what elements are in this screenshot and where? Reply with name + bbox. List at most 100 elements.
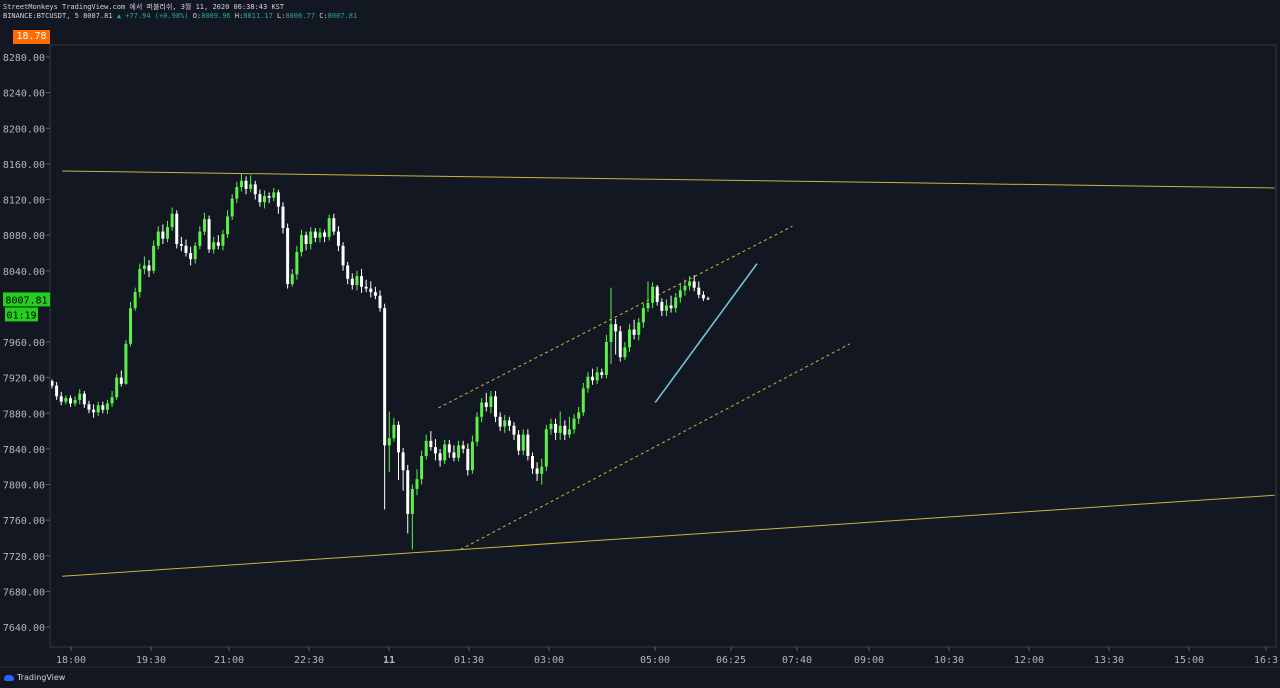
candle-body [318, 232, 322, 238]
candle-body [692, 281, 696, 288]
candle-body [51, 381, 54, 386]
candle-body [156, 231, 160, 246]
upper-channel-line[interactable] [62, 170, 1275, 189]
candle-body [466, 448, 470, 471]
candle-body [517, 434, 521, 451]
candle-body [678, 290, 682, 298]
candle-body [387, 438, 391, 446]
candle-body [82, 393, 86, 405]
candle-body [475, 416, 479, 442]
candle-body [420, 456, 424, 480]
candle-body [221, 234, 225, 246]
candle-body [239, 180, 243, 188]
candle-body [480, 402, 484, 417]
candle-body [276, 192, 280, 207]
y-tick-label: 8240.00 [3, 89, 45, 100]
candle-body [489, 396, 493, 408]
candle-body [604, 342, 608, 375]
candle-body [170, 213, 174, 228]
candle-body [461, 445, 465, 449]
candle-body [360, 276, 364, 287]
x-tick-label: 16:3 [1254, 655, 1278, 666]
symbol-label: BINANCE:BTCUSDT, 5 [3, 12, 79, 20]
candle-body [55, 385, 59, 397]
countdown-label: 01:19 [6, 310, 36, 321]
candle-body [651, 286, 655, 303]
rising-channel-bottom[interactable] [460, 343, 851, 550]
candle-body [189, 252, 193, 260]
candle-body [101, 405, 105, 410]
candle-body [664, 305, 668, 311]
candle-body [401, 452, 405, 471]
candle-body [526, 434, 530, 456]
candle-body [313, 231, 317, 238]
candle-body [216, 242, 220, 246]
candle-body [581, 388, 585, 413]
x-tick-label: 18:00 [56, 655, 86, 666]
candle-body [166, 227, 169, 239]
candle-body [660, 301, 664, 311]
candle-body [706, 298, 710, 300]
candle-body [554, 423, 558, 433]
candle-body [133, 292, 137, 309]
candle-body [64, 398, 68, 402]
candle-body [272, 192, 276, 198]
x-tick-label: 10:30 [934, 655, 964, 666]
candle-body [535, 468, 539, 474]
candle-body [249, 184, 253, 189]
candle-body [299, 235, 303, 253]
close-value: 8007.81 [327, 12, 358, 20]
lower-channel-line[interactable] [62, 494, 1275, 577]
candle-body [521, 434, 525, 451]
rising-channel-top[interactable] [438, 225, 793, 409]
candle-body [230, 198, 234, 217]
candle-body [392, 424, 396, 439]
candle-body [470, 441, 474, 471]
x-tick-label: 07:40 [782, 655, 812, 666]
candle-body [369, 288, 373, 293]
candle-body [253, 184, 257, 195]
candle-body [59, 396, 63, 402]
candle-body [410, 488, 414, 514]
candle-body [637, 322, 641, 335]
y-tick-label: 7880.00 [3, 409, 45, 420]
x-tick-label: 22:30 [294, 655, 324, 666]
fast-trendline[interactable] [654, 263, 758, 404]
candle-body [563, 425, 567, 435]
candle-body [512, 425, 516, 435]
candle-body [544, 429, 548, 467]
candle-body [549, 423, 553, 430]
tradingview-logo[interactable]: TradingView [4, 673, 65, 682]
y-tick-label: 7920.00 [3, 374, 45, 385]
candle-body [226, 216, 230, 235]
open-value: 8009.96 [201, 12, 231, 20]
candle-body [147, 265, 151, 271]
x-tick-label: 06:25 [716, 655, 746, 666]
candle-body [207, 219, 211, 250]
candle-body [138, 268, 142, 293]
candle-body [600, 372, 604, 375]
indicator-value-badge: 18.78 [13, 30, 50, 44]
cloud-icon [4, 674, 14, 681]
y-tick-label: 8280.00 [3, 53, 45, 64]
x-tick-label: 01:30 [454, 655, 484, 666]
candle-body [618, 331, 622, 358]
candle-body [92, 409, 96, 413]
low-value: 8006.77 [285, 12, 315, 20]
candle-body [494, 396, 498, 417]
candle-body [179, 244, 183, 246]
candle-body [424, 440, 428, 456]
candle-body [105, 403, 109, 410]
candle-body [674, 297, 678, 309]
candle-body [142, 265, 146, 269]
candle-body [235, 187, 239, 199]
candle-body [558, 425, 562, 433]
x-tick-label: 09:00 [854, 655, 884, 666]
candle-body [701, 294, 705, 299]
y-tick-label: 7640.00 [3, 623, 45, 634]
candle-body [286, 228, 290, 285]
candle-body [336, 231, 340, 246]
candle-body [373, 292, 377, 296]
candle-body [115, 377, 119, 398]
